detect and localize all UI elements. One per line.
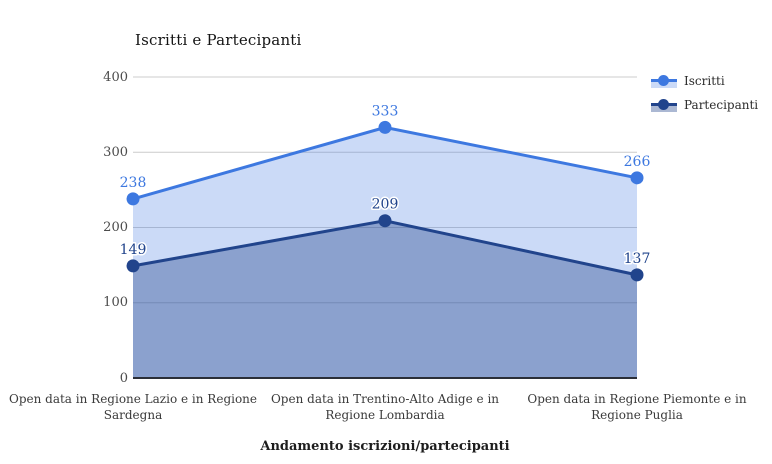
- area-fill-partecipanti: [133, 220, 637, 378]
- chart-legend: Iscritti Partecipanti: [651, 74, 758, 112]
- category-label-0: Open data in Regione Lazio e in Regione …: [8, 392, 258, 422]
- data-point-partecipanti-0[interactable]: [126, 259, 140, 273]
- value-label-iscritti-1: 333: [372, 103, 399, 119]
- category-label-2: Open data in Regione Piemonte e in Regio…: [527, 392, 747, 422]
- value-label-partecipanti-0: 149: [120, 242, 147, 258]
- data-point-iscritti-0[interactable]: [126, 192, 140, 206]
- data-point-iscritti-1[interactable]: [378, 120, 392, 134]
- y-tick-label-200: 200: [103, 220, 128, 235]
- area-fill-iscritti: [133, 127, 637, 378]
- legend-label: Iscritti: [684, 74, 725, 88]
- data-point-iscritti-2[interactable]: [630, 171, 644, 185]
- legend-item-partecipanti[interactable]: Partecipanti: [651, 98, 758, 112]
- data-point-partecipanti-2[interactable]: [630, 268, 644, 282]
- y-tick-label-300: 300: [103, 144, 128, 160]
- value-label-partecipanti-1: 209: [372, 197, 399, 213]
- y-tick-label-0: 0: [119, 370, 128, 386]
- value-label-iscritti-0: 238: [120, 175, 147, 191]
- legend-item-iscritti[interactable]: Iscritti: [651, 74, 758, 88]
- value-label-iscritti-2: 266: [624, 154, 651, 170]
- x-axis-title: Andamento iscrizioni/partecipanti: [260, 439, 510, 454]
- y-tick-label-100: 100: [103, 295, 128, 311]
- legend-swatch-iscritti-icon: [651, 74, 677, 88]
- category-label-1: Open data in Trentino-Alto Adige e in Re…: [270, 392, 500, 422]
- legend-label: Partecipanti: [684, 98, 759, 112]
- chart-title: Iscritti e Partecipanti: [135, 31, 302, 49]
- value-label-partecipanti-2: 137: [624, 251, 651, 267]
- data-point-partecipanti-1[interactable]: [378, 214, 392, 228]
- y-tick-label-400: 400: [103, 69, 128, 85]
- legend-swatch-partecipanti-icon: [651, 98, 677, 112]
